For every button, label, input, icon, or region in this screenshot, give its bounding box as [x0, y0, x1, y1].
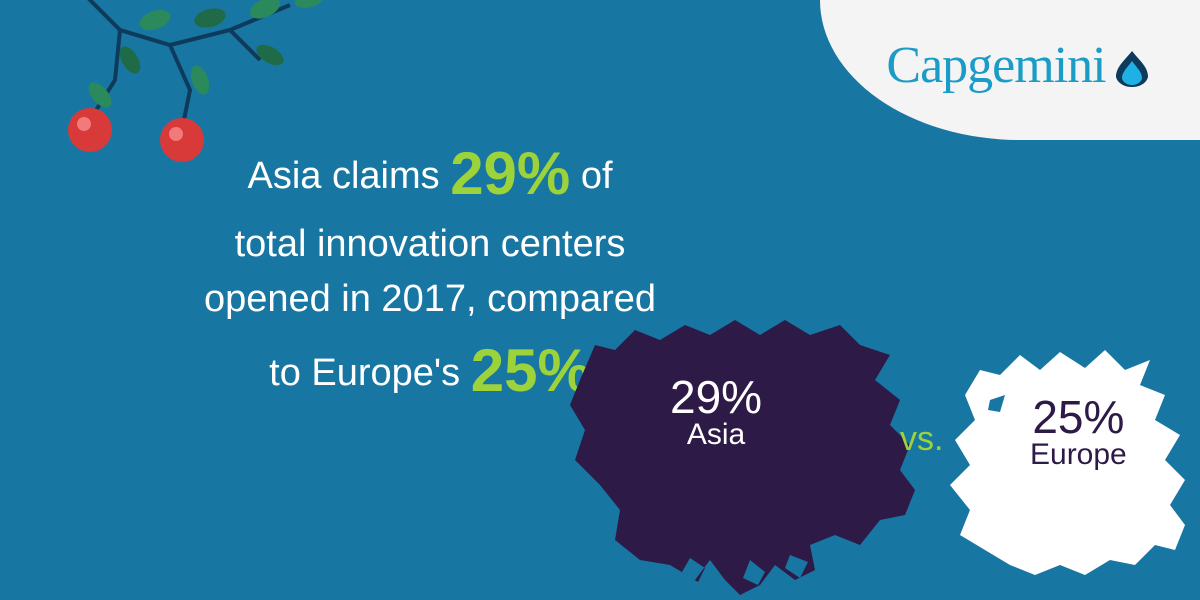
europe-pct: 25% [1030, 390, 1127, 444]
leaves [84, 0, 328, 112]
brand-logo-pill: Capgemini [820, 0, 1200, 140]
headline-part: of [570, 155, 612, 197]
headline-part: to Europe's [269, 352, 471, 394]
asia-map-icon [560, 310, 920, 600]
infographic-canvas: Capgemini Asia claims 29% of total innov… [0, 0, 1200, 600]
europe-label: Europe [1030, 438, 1127, 472]
asia-stat-block: 29% Asia [670, 370, 762, 452]
europe-stat-block: 25% Europe [1030, 390, 1127, 472]
asia-pct: 29% [670, 370, 762, 424]
headline-accent-pct1: 29% [450, 140, 570, 207]
headline-part: total innovation centers [235, 223, 626, 265]
vs-label: vs. [900, 420, 943, 459]
headline-part: Asia claims [247, 155, 450, 197]
brand-wordmark: Capgemini [886, 36, 1105, 95]
brand-spade-icon [1110, 47, 1154, 96]
